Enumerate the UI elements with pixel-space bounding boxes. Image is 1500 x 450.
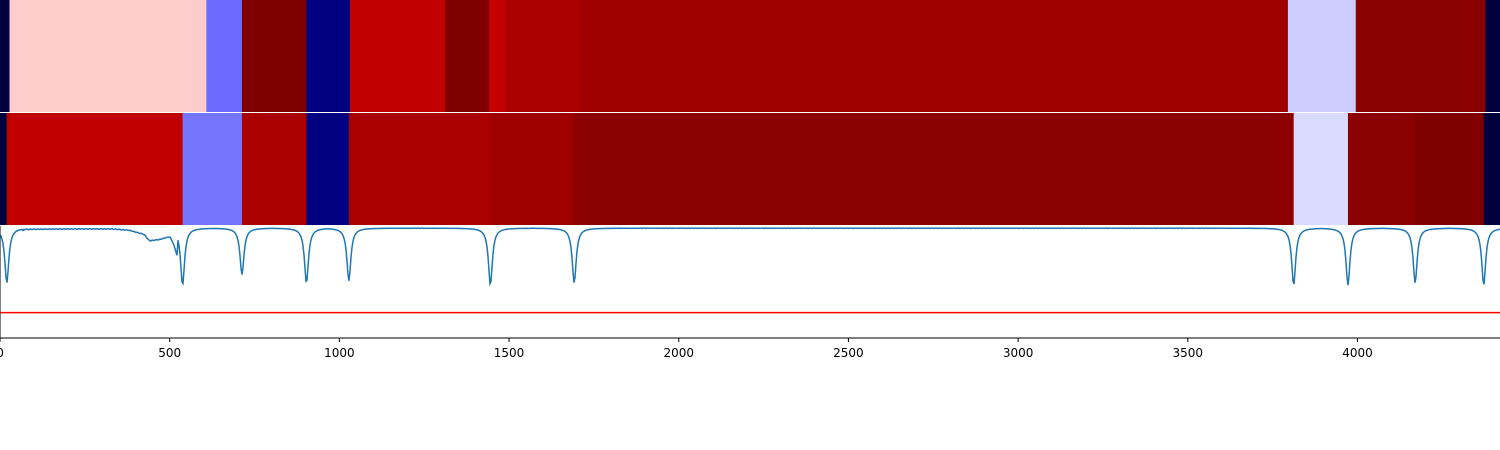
heatmap-row-2 xyxy=(0,113,1500,225)
segmentation-row-1-segment-3 xyxy=(241,0,307,112)
x-tick-label-2500: 2500 xyxy=(833,346,864,360)
segmentation-row-2-segment-11 xyxy=(1483,113,1500,225)
segmentation-row-2-segment-9 xyxy=(1347,113,1416,225)
segmentation-row-1-segment-9 xyxy=(580,0,1289,112)
x-tick-label-1500: 1500 xyxy=(494,346,525,360)
signal-line xyxy=(0,227,1500,287)
segmentation-row-1-segment-6 xyxy=(445,0,490,112)
segmentation-row-2-segment-6 xyxy=(490,113,575,225)
segmentation-row-1-segment-12 xyxy=(1485,0,1500,112)
segmentation-row-1-segment-7 xyxy=(489,0,507,112)
segmentation-row-2-segment-4 xyxy=(306,113,350,225)
segmentation-row-1-segment-2 xyxy=(206,0,243,112)
segmentation-row-1-segment-0 xyxy=(0,0,10,112)
segmentation-row-2-segment-2 xyxy=(182,113,243,225)
segmentation-row-2-segment-0 xyxy=(0,113,8,225)
signal-panel: 0 500 1000 1500 2000 2500 3000 3500 4000 xyxy=(0,226,1500,360)
x-tick-label-1000: 1000 xyxy=(324,346,355,360)
x-tick-label-3000: 3000 xyxy=(1003,346,1034,360)
x-tick-label-0: 0 xyxy=(0,346,4,360)
signal-panel-background xyxy=(0,226,1500,338)
heatmap-row-1 xyxy=(0,0,1500,112)
segmentation-row-1-segment-5 xyxy=(349,0,446,112)
x-axis-ticks: 0 500 1000 1500 2000 2500 3000 3500 4000 xyxy=(0,338,1373,360)
segmentation-row-1-segment-4 xyxy=(306,0,351,112)
segmentation-row-1-segment-10 xyxy=(1287,0,1357,112)
x-tick-label-4000: 4000 xyxy=(1342,346,1373,360)
segmentation-row-1-segment-1 xyxy=(9,0,207,112)
x-tick-label-500: 500 xyxy=(158,346,181,360)
segmentation-row-1-segment-8 xyxy=(505,0,581,112)
segmentation-row-2-segment-7 xyxy=(574,113,1295,225)
segmentation-row-2-segment-1 xyxy=(6,113,183,225)
x-tick-label-3500: 3500 xyxy=(1173,346,1204,360)
segmentation-row-2-segment-8 xyxy=(1293,113,1349,225)
segmentation-row-2-segment-3 xyxy=(241,113,307,225)
segmentation-row-1-segment-11 xyxy=(1355,0,1486,112)
x-tick-label-2000: 2000 xyxy=(663,346,694,360)
segmentation-row-2-segment-10 xyxy=(1415,113,1485,225)
segmentation-row-2-segment-5 xyxy=(348,113,491,225)
